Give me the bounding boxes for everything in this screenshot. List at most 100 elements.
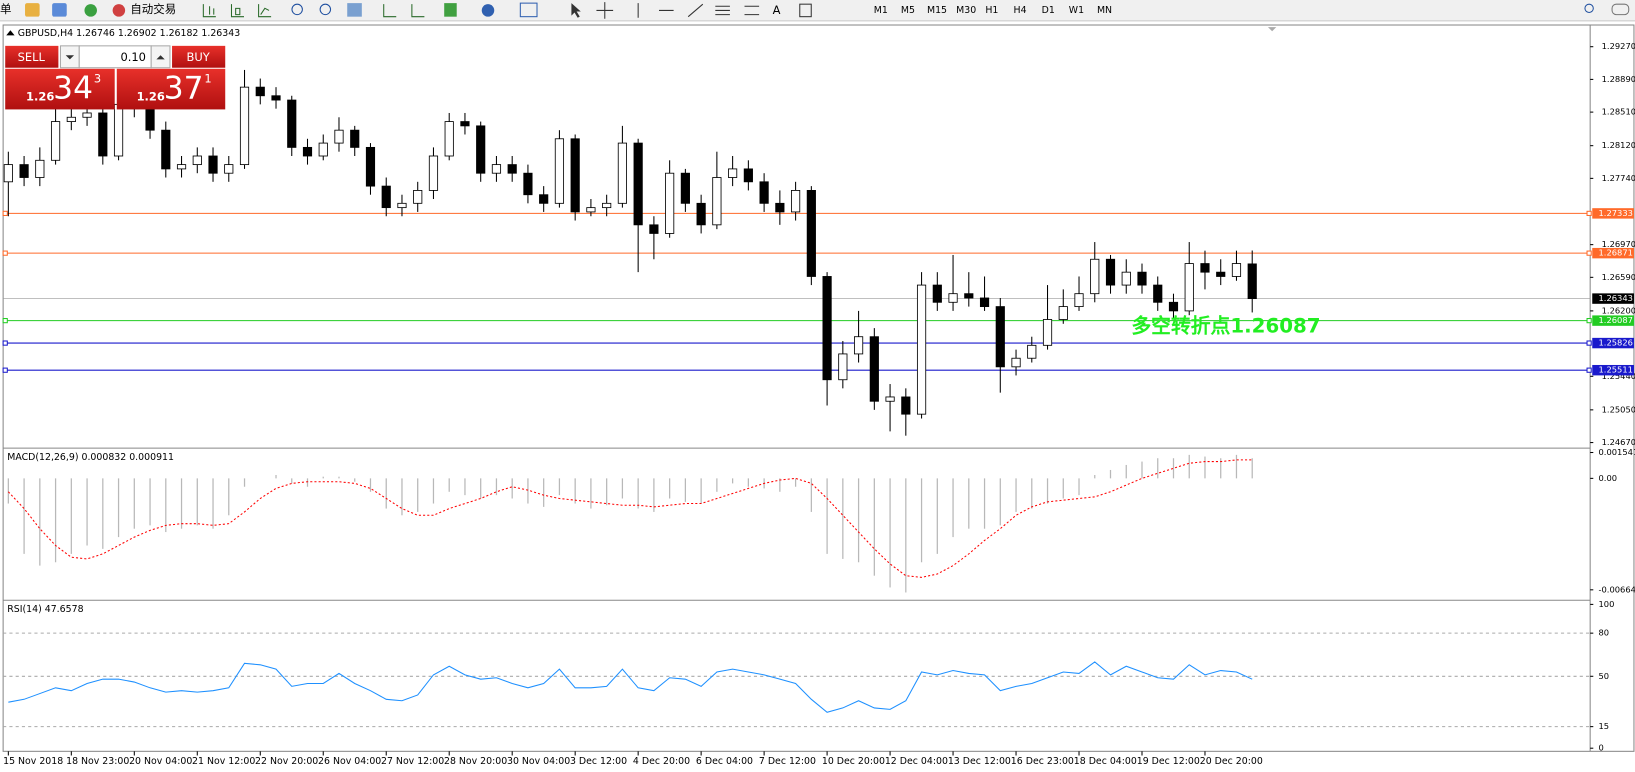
y-tick-label: 50 — [1599, 671, 1610, 681]
y-tick-label: -0.006642 — [1599, 584, 1635, 594]
x-tick-label: 7 Dec 12:00 — [759, 756, 816, 767]
chat[interactable] — [1611, 3, 1630, 16]
x-tick-label: 6 Dec 04:00 — [696, 756, 753, 767]
x-tick-label: 16 Dec 23:00 — [1011, 756, 1074, 767]
rsi-line — [8, 661, 1253, 713]
level-handle[interactable] — [2, 367, 8, 373]
candle-body — [995, 306, 1005, 368]
buy-button[interactable] — [172, 45, 226, 68]
sell-label[interactable]: SELL — [18, 50, 46, 64]
menu-fragment[interactable]: 单 — [0, 2, 11, 16]
zoom-in[interactable] — [291, 3, 303, 16]
x-tick-label: 4 Dec 20:00 — [633, 756, 690, 767]
icon[interactable] — [202, 4, 216, 18]
y-tick-label: 1.27740 — [1602, 173, 1635, 183]
candle-body — [838, 353, 848, 381]
timeframe-button[interactable]: W1 — [1069, 5, 1084, 16]
lots-value[interactable]: 0.10 — [120, 50, 146, 64]
candle-body — [1137, 271, 1147, 286]
indicators[interactable] — [444, 3, 457, 17]
timeframe-button[interactable]: D1 — [1042, 5, 1055, 16]
timeframe-button[interactable]: H4 — [1014, 5, 1027, 16]
x-tick-label: 19 Dec 12:00 — [1137, 756, 1200, 767]
shift-marker — [1267, 27, 1277, 32]
candle-body — [948, 293, 958, 303]
tile[interactable] — [347, 3, 362, 17]
level-handle[interactable] — [2, 210, 8, 216]
icon[interactable] — [258, 4, 272, 18]
symbol-arrow[interactable] — [6, 30, 15, 36]
zoom-out[interactable] — [319, 3, 332, 16]
bid-box[interactable] — [5, 68, 115, 110]
candle-body — [1042, 319, 1053, 346]
candle-body — [523, 172, 533, 196]
ask-pips: 37 — [164, 71, 204, 107]
icon[interactable] — [84, 4, 97, 17]
y-tick-label: 1.26200 — [1602, 305, 1635, 315]
x-tick-label: 22 Nov 20:00 — [255, 756, 318, 767]
y-tick-label: 80 — [1599, 628, 1610, 638]
candle-body — [586, 207, 596, 213]
buy-label[interactable]: BUY — [186, 50, 210, 64]
arrow — [156, 55, 165, 60]
level-handle[interactable] — [1586, 250, 1592, 256]
timeframe-button[interactable]: M1 — [874, 5, 888, 16]
level-handle[interactable] — [2, 340, 8, 346]
cursor[interactable] — [571, 3, 581, 18]
draw-tools[interactable] — [596, 2, 760, 19]
sell-button[interactable] — [5, 45, 59, 68]
candle-body — [397, 202, 407, 209]
level-handle[interactable] — [1586, 367, 1592, 373]
timeframe-button[interactable]: MN — [1097, 5, 1112, 16]
candle-body — [1216, 271, 1226, 277]
y-tick-label: 1.26590 — [1602, 272, 1635, 282]
candle-body — [35, 159, 45, 178]
level-handle[interactable] — [1586, 318, 1592, 324]
candle-body — [82, 112, 92, 118]
icon[interactable] — [230, 4, 244, 18]
periods[interactable] — [481, 4, 495, 17]
level-price-box — [1592, 208, 1634, 219]
level-handle[interactable] — [2, 318, 8, 324]
candle-body — [775, 202, 785, 213]
timeframe-button[interactable]: H1 — [985, 5, 998, 16]
candle-body — [113, 103, 124, 157]
bid-pips: 34 — [53, 71, 93, 107]
autotrade-button[interactable]: 自动交易 — [130, 2, 176, 16]
candle-body — [964, 293, 974, 299]
candle-body — [1184, 263, 1194, 312]
y-tick-label: 1.26970 — [1602, 239, 1635, 249]
candle-body — [554, 138, 565, 204]
level-handle[interactable] — [2, 250, 8, 256]
timeframe-button[interactable]: M30 — [956, 5, 976, 16]
candle-body — [1105, 258, 1116, 286]
icon[interactable] — [52, 3, 67, 17]
level-handle[interactable] — [1586, 210, 1592, 216]
x-tick-label: 30 Nov 04:00 — [507, 756, 570, 767]
level-handle[interactable] — [1586, 340, 1592, 346]
ask-box[interactable] — [116, 68, 226, 110]
x-tick-label: 12 Dec 04:00 — [885, 756, 948, 767]
y-tick-label: 1.28120 — [1602, 140, 1635, 150]
level-price-label: 1.25826 — [1599, 338, 1633, 348]
timeframe-button[interactable]: M15 — [927, 5, 947, 16]
candle-body — [570, 138, 580, 213]
templates[interactable] — [519, 2, 538, 18]
candle-body — [350, 129, 360, 148]
x-tick-label: 20 Dec 20:00 — [1200, 756, 1263, 767]
chart-frame — [2, 24, 1635, 752]
text-tool[interactable]: A — [773, 3, 781, 17]
search[interactable] — [1584, 3, 1594, 14]
x-tick-label: 15 Nov 2018 — [3, 756, 63, 767]
candle-body — [192, 155, 202, 166]
timeframe-button[interactable]: M5 — [901, 5, 915, 16]
candle-body — [66, 116, 76, 122]
ask-big: 1.26 — [137, 89, 165, 103]
icon[interactable] — [25, 3, 40, 17]
autotrade-icon[interactable] — [112, 4, 126, 17]
candle-body — [302, 146, 313, 157]
icon[interactable] — [383, 4, 425, 18]
candle-body — [381, 185, 391, 209]
label-tool[interactable] — [799, 3, 812, 18]
candle-body — [476, 125, 486, 174]
